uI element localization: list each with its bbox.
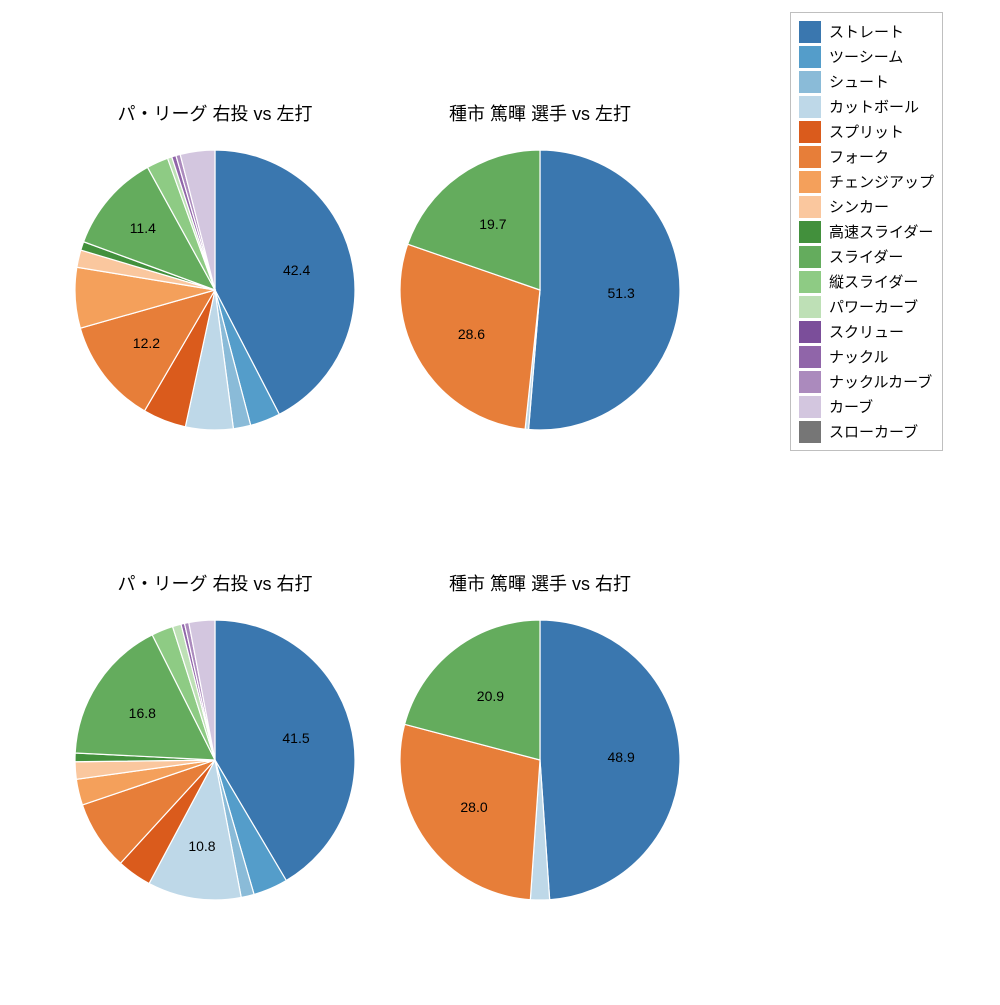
legend-item: スローカーブ — [799, 419, 934, 444]
chart-title-bottom-left: パ・リーグ 右投 vs 右打 — [55, 570, 375, 596]
legend-label: シュート — [829, 71, 889, 92]
legend-item: シュート — [799, 69, 934, 94]
chart-title-top-left: パ・リーグ 右投 vs 左打 — [55, 100, 375, 126]
legend-swatch — [799, 71, 821, 93]
legend-label: 高速スライダー — [829, 221, 933, 242]
legend-item: 高速スライダー — [799, 219, 934, 244]
legend-item: ツーシーム — [799, 44, 934, 69]
pie-slice-label: 41.5 — [282, 730, 309, 746]
legend-swatch — [799, 196, 821, 218]
legend-swatch — [799, 321, 821, 343]
pie-slice-label: 10.8 — [188, 838, 215, 854]
pie-slice-label: 19.7 — [479, 216, 506, 232]
legend-label: カーブ — [829, 396, 873, 417]
legend-item: シンカー — [799, 194, 934, 219]
legend-label: スプリット — [829, 121, 904, 142]
legend-swatch — [799, 21, 821, 43]
legend-label: ナックルカーブ — [829, 371, 932, 392]
legend-label: シンカー — [829, 196, 889, 217]
pie-slice-label: 16.8 — [129, 705, 156, 721]
legend-label: フォーク — [829, 146, 889, 167]
pie-slice-label: 51.3 — [608, 285, 635, 301]
pie-slice-label: 28.6 — [458, 326, 485, 342]
legend-label: ナックル — [829, 346, 889, 367]
chart-grid: パ・リーグ 右投 vs 左打 種市 篤暉 選手 vs 左打 パ・リーグ 右投 v… — [0, 0, 1000, 1000]
pie-slice-label: 20.9 — [477, 688, 504, 704]
legend-swatch — [799, 246, 821, 268]
legend-swatch — [799, 396, 821, 418]
legend: ストレートツーシームシュートカットボールスプリットフォークチェンジアップシンカー… — [790, 12, 943, 451]
legend-swatch — [799, 296, 821, 318]
chart-title-bottom-right: 種市 篤暉 選手 vs 右打 — [380, 570, 700, 596]
legend-item: ナックルカーブ — [799, 369, 934, 394]
legend-swatch — [799, 421, 821, 443]
legend-swatch — [799, 96, 821, 118]
legend-swatch — [799, 221, 821, 243]
legend-label: スクリュー — [829, 321, 904, 342]
legend-item: ストレート — [799, 19, 934, 44]
pie-slice-label: 48.9 — [608, 749, 635, 765]
legend-item: スライダー — [799, 244, 934, 269]
legend-swatch — [799, 371, 821, 393]
legend-swatch — [799, 46, 821, 68]
pie-slice-label: 28.0 — [460, 799, 487, 815]
legend-label: 縦スライダー — [829, 271, 918, 292]
legend-swatch — [799, 121, 821, 143]
legend-item: 縦スライダー — [799, 269, 934, 294]
chart-title-top-right: 種市 篤暉 選手 vs 左打 — [380, 100, 700, 126]
legend-item: カーブ — [799, 394, 934, 419]
legend-swatch — [799, 271, 821, 293]
legend-item: ナックル — [799, 344, 934, 369]
legend-item: カットボール — [799, 94, 934, 119]
legend-swatch — [799, 171, 821, 193]
legend-item: スクリュー — [799, 319, 934, 344]
pie-slice-label: 11.4 — [130, 220, 156, 236]
legend-swatch — [799, 346, 821, 368]
legend-label: パワーカーブ — [829, 296, 918, 317]
legend-label: スローカーブ — [829, 421, 918, 442]
pie-slice-label: 12.2 — [133, 335, 160, 351]
legend-item: スプリット — [799, 119, 934, 144]
legend-label: ツーシーム — [829, 46, 903, 67]
legend-label: チェンジアップ — [829, 171, 934, 192]
legend-label: ストレート — [829, 21, 904, 42]
legend-item: チェンジアップ — [799, 169, 934, 194]
legend-item: フォーク — [799, 144, 934, 169]
pie-slice-label: 42.4 — [283, 262, 310, 278]
pie-slice — [529, 150, 680, 430]
legend-label: スライダー — [829, 246, 903, 267]
legend-swatch — [799, 146, 821, 168]
legend-label: カットボール — [829, 96, 919, 117]
legend-item: パワーカーブ — [799, 294, 934, 319]
